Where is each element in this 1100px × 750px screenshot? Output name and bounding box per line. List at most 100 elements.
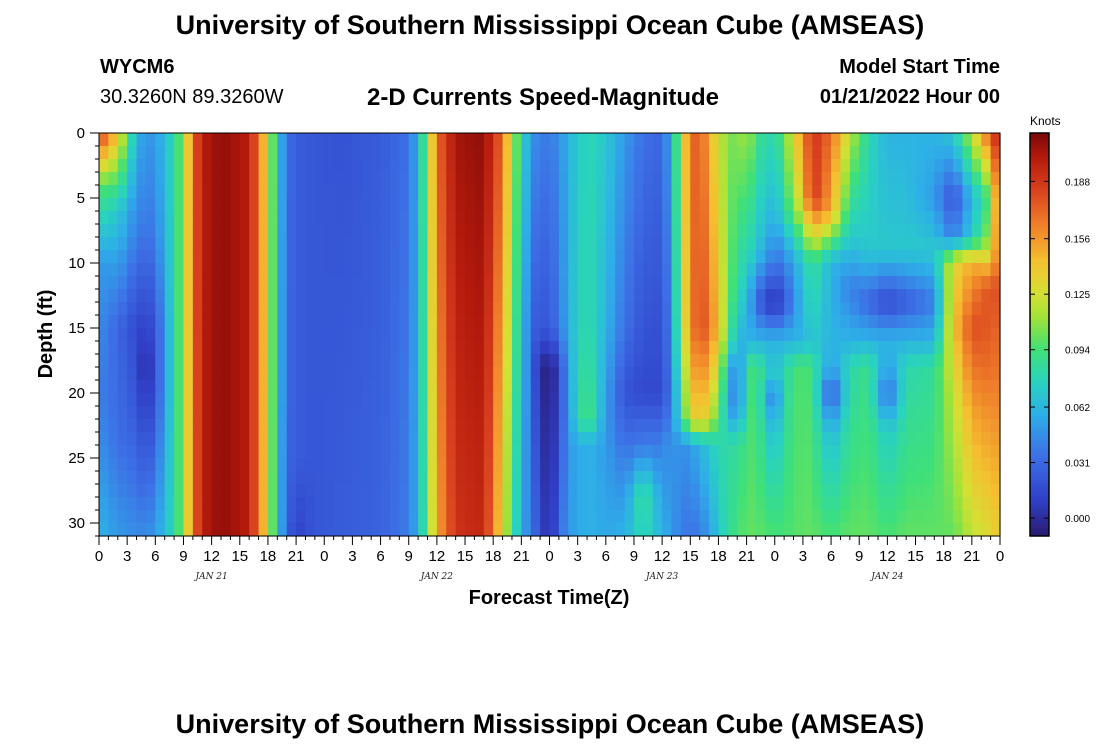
heatmap-cell [258,289,269,303]
heatmap-cell [343,354,354,368]
heatmap-cell [568,471,579,485]
heatmap-cell [530,510,541,524]
heatmap-cell [127,393,138,407]
heatmap-cell [962,354,973,368]
y-axis-title: Depth (ft) [35,290,57,379]
heatmap-cell [671,133,682,147]
heatmap-cell [990,458,1001,472]
heatmap-cell [427,380,438,394]
heatmap-cell [277,237,288,251]
heatmap-cell [615,289,626,303]
heatmap-cell [286,263,297,277]
heatmap-cell [793,432,804,446]
heatmap-cell [493,458,504,472]
heatmap-cell [192,237,203,251]
heatmap-cell [849,211,860,225]
heatmap-cell [662,198,673,212]
heatmap-cell [596,458,607,472]
heatmap-cell [568,159,579,173]
heatmap-cell [502,406,513,420]
heatmap-cell [380,289,391,303]
heatmap-cell [774,172,785,186]
heatmap-cell [643,263,654,277]
heatmap-cell [258,276,269,290]
heatmap [99,133,1001,537]
heatmap-cell [239,419,250,433]
heatmap-cell [821,198,832,212]
heatmap-cell [971,315,982,329]
heatmap-cell [99,302,109,316]
heatmap-cell [605,406,616,420]
heatmap-cell [540,380,551,394]
heatmap-cell [493,419,504,433]
heatmap-cell [727,432,738,446]
heatmap-cell [314,497,325,511]
heatmap-cell [765,224,776,238]
heatmap-cell [577,172,588,186]
heatmap-cell [680,315,691,329]
heatmap-cell [737,211,748,225]
heatmap-cell [605,159,616,173]
heatmap-cell [831,367,842,381]
heatmap-cell [558,172,569,186]
x-tick-label: 21 [964,548,981,565]
heatmap-cell [840,289,851,303]
heatmap-cell [155,328,166,342]
heatmap-cell [305,367,316,381]
heatmap-cell [380,380,391,394]
heatmap-cell [202,185,213,199]
heatmap-cell [849,380,860,394]
heatmap-cell [465,393,476,407]
heatmap-cell [887,458,898,472]
heatmap-cell [455,510,466,524]
heatmap-cell [427,367,438,381]
heatmap-cell [577,523,588,537]
heatmap-cell [962,224,973,238]
heatmap-cell [605,315,616,329]
heatmap-cell [699,419,710,433]
heatmap-cell [465,354,476,368]
heatmap-cell [249,432,260,446]
heatmap-cell [877,159,888,173]
heatmap-cell [258,432,269,446]
heatmap-cell [258,393,269,407]
heatmap-cell [793,471,804,485]
heatmap-cell [821,224,832,238]
heatmap-cell [699,523,710,537]
heatmap-cell [784,224,795,238]
heatmap-cell [915,497,926,511]
heatmap-cell [145,146,156,160]
heatmap-cell [990,302,1001,316]
heatmap-cell [361,458,372,472]
heatmap-cell [558,380,569,394]
heatmap-cell [709,159,720,173]
heatmap-cell [446,224,457,238]
heatmap-cell [652,380,663,394]
heatmap-cell [624,276,635,290]
heatmap-cell [727,159,738,173]
heatmap-cell [408,341,419,355]
heatmap-cell [915,224,926,238]
heatmap-cell [202,393,213,407]
heatmap-cell [868,263,879,277]
heatmap-cell [812,211,823,225]
heatmap-cell [887,146,898,160]
heatmap-cell [812,159,823,173]
heatmap-cell [774,159,785,173]
heatmap-cell [183,224,194,238]
heatmap-cell [108,458,119,472]
heatmap-cell [343,198,354,212]
heatmap-cell [906,406,917,420]
heatmap-cell [971,237,982,251]
heatmap-cell [633,198,644,212]
heatmap-cell [934,185,945,199]
heatmap-cell [699,198,710,212]
heatmap-cell [877,510,888,524]
heatmap-cell [558,510,569,524]
heatmap-cell [924,380,935,394]
heatmap-cell [202,380,213,394]
heatmap-cell [521,159,532,173]
heatmap-cell [802,224,813,238]
heatmap-cell [371,510,382,524]
heatmap-cell [549,159,560,173]
